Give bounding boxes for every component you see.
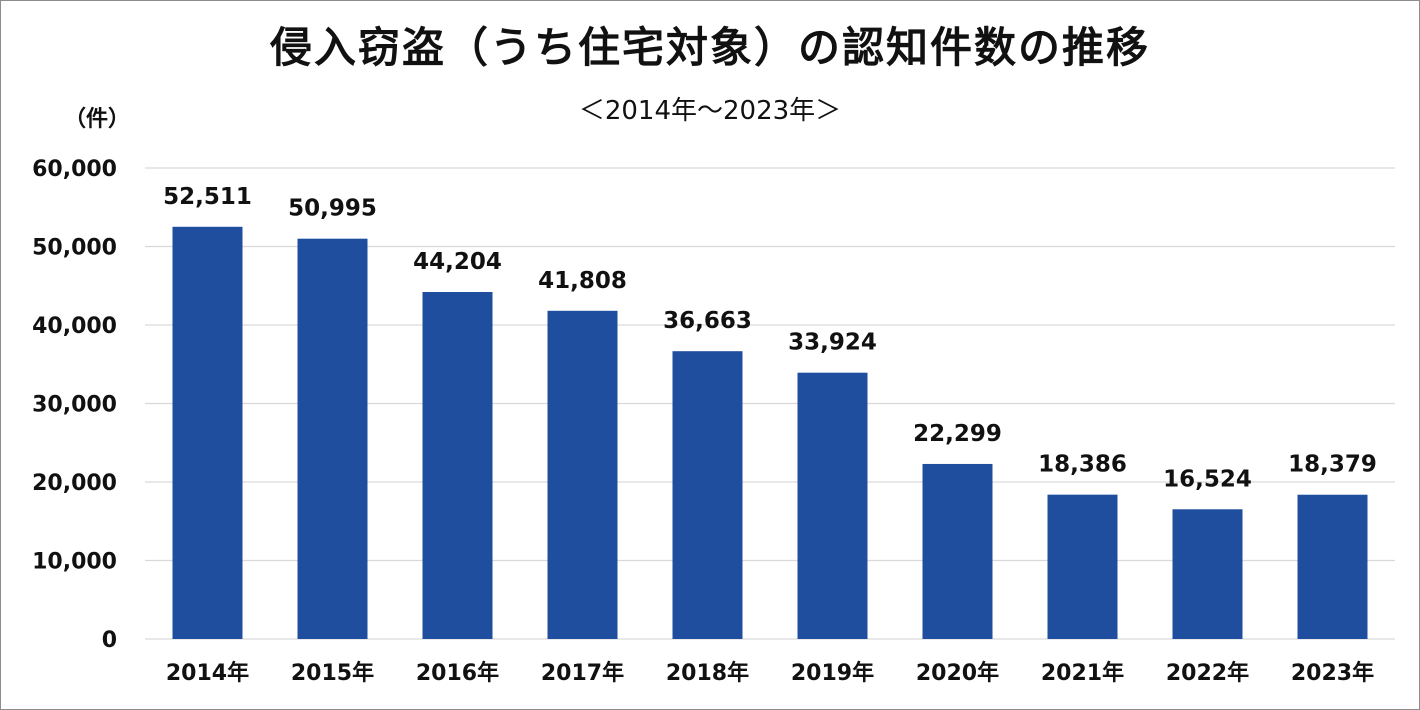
y-tick-label: 20,000 bbox=[32, 471, 117, 496]
data-label: 50,995 bbox=[288, 196, 377, 222]
data-label: 22,299 bbox=[913, 421, 1002, 447]
bar bbox=[172, 226, 243, 640]
data-label: 18,379 bbox=[1288, 452, 1377, 478]
bar bbox=[797, 372, 868, 639]
y-axis-unit-label: （件） bbox=[64, 107, 131, 132]
x-tick-label: 2017年 bbox=[541, 660, 624, 686]
x-tick-label: 2014年 bbox=[166, 660, 249, 686]
bar bbox=[547, 310, 618, 639]
y-tick-label: 30,000 bbox=[32, 393, 117, 418]
y-tick-label: 10,000 bbox=[32, 550, 117, 575]
data-labels: 52,511 50,995 44,204 41,808 36,663 33,924 22,2… bbox=[163, 184, 1377, 492]
data-label: 44,204 bbox=[413, 249, 502, 275]
x-tick-label: 2021年 bbox=[1041, 660, 1124, 686]
bar bbox=[672, 351, 743, 639]
x-axis-ticks: 2014年 2015年 2016年 2017年 2018年 2019年 2020年 2021年… bbox=[166, 660, 1374, 686]
chart-subtitle: ＜2014年～2023年＞ bbox=[578, 96, 842, 126]
y-tick-label: 60,000 bbox=[32, 157, 117, 182]
x-tick-label: 2015年 bbox=[291, 660, 374, 686]
x-tick-label: 2022年 bbox=[1166, 660, 1249, 686]
y-tick-label: 0 bbox=[102, 628, 117, 653]
x-tick-label: 2020年 bbox=[916, 660, 999, 686]
x-tick-label: 2018年 bbox=[666, 660, 749, 686]
data-label: 16,524 bbox=[1163, 466, 1252, 492]
data-label: 33,924 bbox=[788, 330, 877, 356]
y-tick-label: 50,000 bbox=[32, 236, 117, 261]
bar bbox=[422, 291, 493, 639]
bar bbox=[1047, 494, 1118, 639]
bar bbox=[922, 463, 993, 639]
bar bbox=[1172, 509, 1243, 639]
chart-title: 侵入窃盗（うち住宅対象）の認知件数の推移 bbox=[269, 23, 1150, 72]
bars bbox=[172, 226, 1368, 640]
x-tick-label: 2016年 bbox=[416, 660, 499, 686]
y-axis-ticks: 0 10,000 20,000 30,000 40,000 50,000 60,000 bbox=[32, 157, 117, 653]
data-label: 41,808 bbox=[538, 268, 627, 294]
data-label: 52,511 bbox=[163, 184, 252, 210]
y-tick-label: 40,000 bbox=[32, 314, 117, 339]
data-label: 36,663 bbox=[663, 308, 752, 334]
bar bbox=[297, 238, 368, 639]
x-tick-label: 2023年 bbox=[1291, 660, 1374, 686]
x-tick-label: 2019年 bbox=[791, 660, 874, 686]
data-label: 18,386 bbox=[1038, 452, 1127, 478]
bar bbox=[1297, 494, 1368, 639]
